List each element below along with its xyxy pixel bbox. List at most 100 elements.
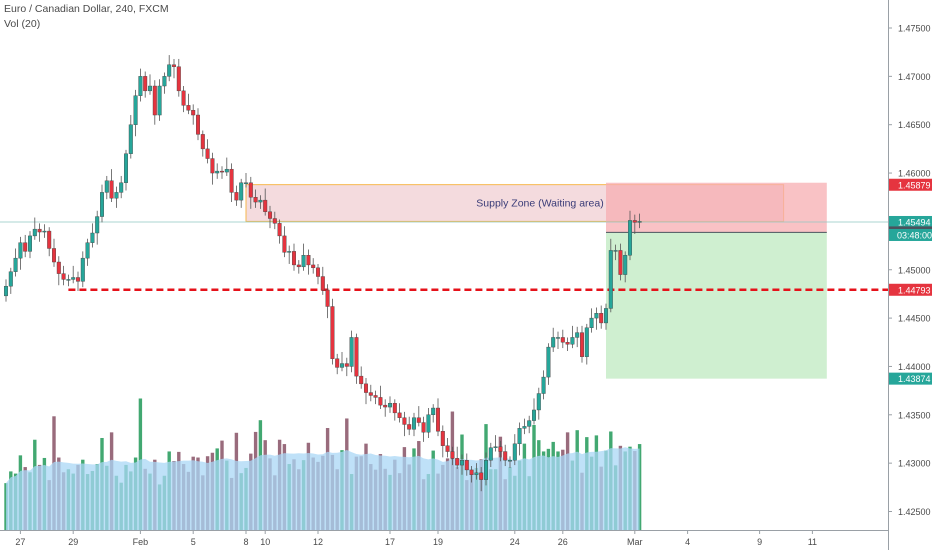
- time-tick-label: 17: [385, 537, 395, 547]
- candle-body: [23, 242, 28, 252]
- candle-body: [517, 428, 522, 445]
- candle-body: [565, 342, 570, 345]
- candle-body: [330, 306, 335, 359]
- price-tick-label: 1.45000: [898, 265, 931, 275]
- candle-body: [306, 255, 311, 266]
- candle-body: [219, 170, 224, 173]
- time-tick-label: 11: [808, 537, 817, 547]
- candle-body: [608, 250, 613, 309]
- candle-body: [536, 393, 541, 411]
- candle-body: [301, 255, 306, 268]
- candle-body: [383, 404, 388, 408]
- candle-body: [66, 279, 71, 281]
- candle-body: [412, 417, 417, 430]
- candle-body: [224, 168, 229, 173]
- candle-body: [258, 199, 263, 203]
- candle-body: [522, 426, 527, 429]
- candle-body: [109, 180, 114, 199]
- candle-body: [628, 220, 633, 256]
- candle-body: [56, 261, 61, 274]
- candle-body: [589, 317, 594, 328]
- candle-body: [138, 76, 143, 96]
- chart-title: Euro / Canadian Dollar, 240, FXCM: [4, 3, 169, 15]
- candle-body: [171, 64, 176, 67]
- time-tick-label: 9: [757, 537, 762, 547]
- candle-body: [157, 85, 162, 116]
- candle-body: [248, 182, 253, 198]
- candle-body: [378, 397, 383, 406]
- price-tick-label: 1.42500: [898, 507, 931, 517]
- price-tick-label: 1.47500: [898, 24, 931, 34]
- candle-body: [311, 264, 316, 269]
- candle-body: [618, 250, 623, 275]
- price-tick-label: 1.43500: [898, 410, 931, 420]
- candle-body: [99, 192, 104, 217]
- candle-body: [455, 458, 460, 466]
- candle-body: [594, 313, 599, 319]
- candle-body: [464, 460, 469, 471]
- time-tick-label: 10: [260, 537, 270, 547]
- candle-body: [3, 285, 8, 297]
- candle-body: [152, 85, 157, 116]
- candle-body: [604, 308, 609, 324]
- price-label-box: [889, 283, 932, 296]
- candle-body: [407, 424, 412, 430]
- position-stop-zone: [606, 182, 827, 233]
- candle-body: [551, 337, 556, 348]
- candle-body: [349, 337, 354, 367]
- candle-body: [426, 414, 431, 433]
- candle-body: [176, 66, 181, 92]
- price-tick-label: 1.43000: [898, 459, 931, 469]
- candle-body: [75, 277, 80, 282]
- candle-body: [234, 192, 239, 201]
- candle-body: [388, 402, 393, 408]
- price-tick-label: 1.46500: [898, 120, 931, 130]
- candle-body: [13, 257, 18, 272]
- candle-body: [623, 255, 628, 275]
- candle-body: [272, 218, 277, 224]
- candle-body: [584, 327, 589, 357]
- candle-body: [493, 446, 498, 448]
- price-tick-label: 1.44500: [898, 314, 931, 324]
- candle-body: [512, 443, 517, 461]
- candle-body: [147, 85, 152, 92]
- position-target-zone: [606, 232, 827, 379]
- time-tick-label: 27: [15, 537, 25, 547]
- candle-body: [373, 395, 378, 398]
- candle-body: [95, 216, 100, 234]
- candle-body: [354, 337, 359, 377]
- time-tick-label: 24: [510, 537, 520, 547]
- candle-body: [436, 407, 441, 432]
- candle-body: [268, 211, 273, 219]
- candle-body: [292, 251, 297, 266]
- candle-body: [364, 383, 369, 393]
- candle-body: [431, 407, 436, 416]
- candle-body: [402, 417, 407, 425]
- candle-body: [205, 148, 210, 159]
- candle-body: [503, 451, 508, 461]
- candle-body: [282, 235, 287, 253]
- candle-body: [474, 472, 479, 475]
- candle-body: [570, 337, 575, 345]
- candle-body: [42, 230, 47, 233]
- candle-body: [128, 124, 133, 154]
- price-tick-label: 1.47000: [898, 72, 931, 82]
- candle-body: [325, 289, 330, 307]
- candle-body: [335, 358, 340, 368]
- time-tick-label: 8: [243, 537, 248, 547]
- candle-body: [195, 114, 200, 135]
- candle-body: [632, 220, 637, 223]
- candle-body: [90, 232, 95, 243]
- price-label: 1.45879: [898, 180, 931, 190]
- price-label: 1.45494: [898, 217, 931, 227]
- candle-body: [253, 197, 258, 203]
- candle-body: [460, 460, 465, 466]
- candle-body: [541, 376, 546, 394]
- time-tick-label: 29: [68, 537, 78, 547]
- candle-body: [316, 267, 321, 277]
- candle-body: [637, 221, 642, 223]
- candle-body: [397, 412, 402, 418]
- candle-body: [359, 375, 364, 385]
- price-label-box: [889, 215, 932, 228]
